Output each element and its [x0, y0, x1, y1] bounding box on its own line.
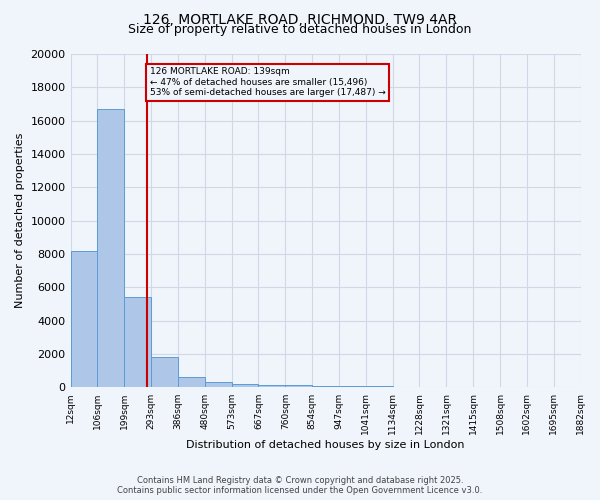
Bar	[366, 386, 392, 388]
Bar	[232, 384, 259, 388]
Bar	[124, 298, 151, 388]
Bar	[392, 386, 419, 388]
Text: 126, MORTLAKE ROAD, RICHMOND, TW9 4AR: 126, MORTLAKE ROAD, RICHMOND, TW9 4AR	[143, 12, 457, 26]
Bar	[259, 385, 285, 388]
Bar	[312, 386, 339, 388]
Text: Size of property relative to detached houses in London: Size of property relative to detached ho…	[128, 22, 472, 36]
Text: 126 MORTLAKE ROAD: 139sqm
← 47% of detached houses are smaller (15,496)
53% of s: 126 MORTLAKE ROAD: 139sqm ← 47% of detac…	[150, 68, 385, 97]
Bar	[97, 109, 124, 388]
Y-axis label: Number of detached properties: Number of detached properties	[15, 133, 25, 308]
Bar	[178, 376, 205, 388]
Bar	[473, 387, 500, 388]
Bar	[71, 250, 97, 388]
Bar	[446, 387, 473, 388]
Bar	[205, 382, 232, 388]
Bar	[500, 387, 527, 388]
Text: Contains HM Land Registry data © Crown copyright and database right 2025.
Contai: Contains HM Land Registry data © Crown c…	[118, 476, 482, 495]
Bar	[285, 386, 312, 388]
Bar	[419, 386, 446, 388]
X-axis label: Distribution of detached houses by size in London: Distribution of detached houses by size …	[186, 440, 465, 450]
Bar	[151, 358, 178, 388]
Bar	[339, 386, 366, 388]
